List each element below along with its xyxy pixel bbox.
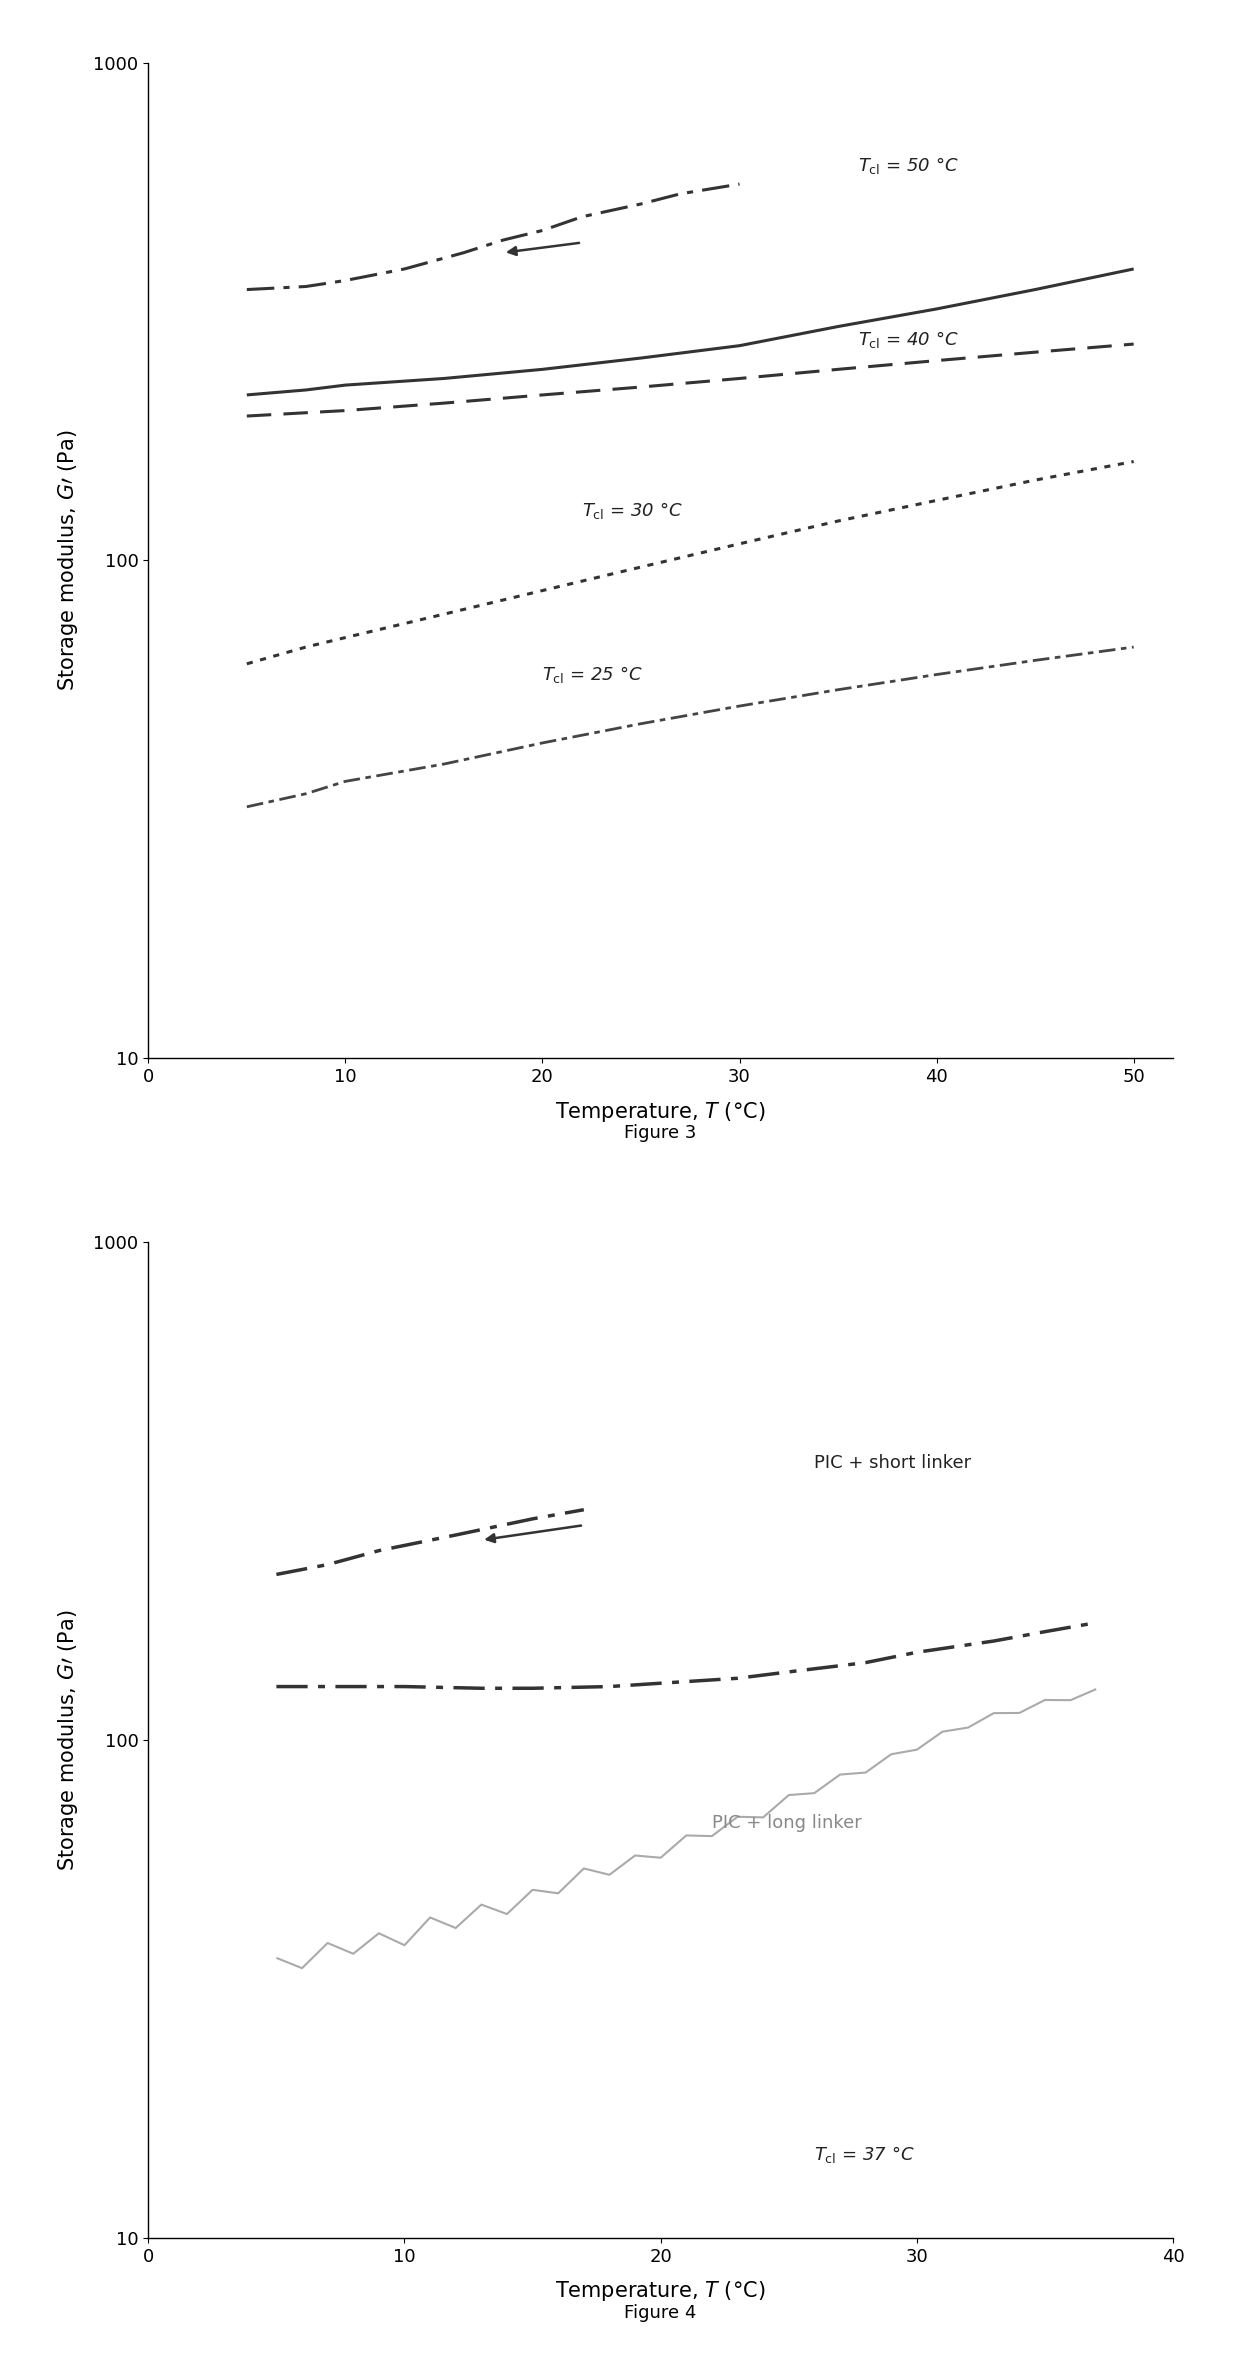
- Y-axis label: Storage modulus, $G\prime$ (Pa): Storage modulus, $G\prime$ (Pa): [56, 429, 79, 691]
- Text: $T_{\rm cl}$ = 40 °C: $T_{\rm cl}$ = 40 °C: [858, 328, 959, 349]
- Text: Figure 4: Figure 4: [625, 2305, 697, 2321]
- Text: Figure 3: Figure 3: [625, 1125, 697, 1142]
- Text: PIC + short linker: PIC + short linker: [815, 1453, 971, 1472]
- Text: $T_{\rm cl}$ = 50 °C: $T_{\rm cl}$ = 50 °C: [858, 156, 959, 177]
- X-axis label: Temperature, $T$ (°C): Temperature, $T$ (°C): [556, 2279, 766, 2302]
- X-axis label: Temperature, $T$ (°C): Temperature, $T$ (°C): [556, 1099, 766, 1123]
- Text: $T_{\rm cl}$ = 30 °C: $T_{\rm cl}$ = 30 °C: [582, 500, 682, 521]
- Y-axis label: Storage modulus, $G\prime$ (Pa): Storage modulus, $G\prime$ (Pa): [56, 1609, 79, 1871]
- Text: $T_{\rm cl}$ = 37 °C: $T_{\rm cl}$ = 37 °C: [815, 2144, 915, 2166]
- Text: $T_{\rm cl}$ = 25 °C: $T_{\rm cl}$ = 25 °C: [542, 663, 644, 684]
- Text: PIC + long linker: PIC + long linker: [712, 1814, 862, 1833]
